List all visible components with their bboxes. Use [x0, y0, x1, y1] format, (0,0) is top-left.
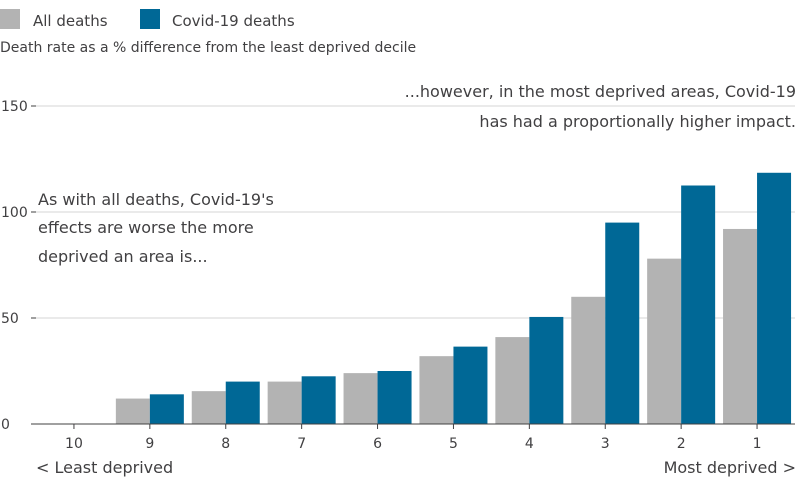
x-tick-label: 7	[297, 436, 306, 452]
legend-label-covid-deaths: Covid-19 deaths	[172, 12, 295, 30]
annotation-right-line-2: has had a proportionally higher impact.	[479, 112, 796, 131]
x-tick-label: 8	[221, 436, 230, 452]
bar-all-deaths	[267, 381, 302, 424]
bar-covid-deaths	[453, 346, 488, 424]
bar-covid-deaths	[377, 371, 412, 424]
y-tick-label: 50	[1, 311, 19, 327]
chart-subtitle: Death rate as a % difference from the le…	[0, 40, 416, 56]
annotation-right: ...however, in the most deprived areas, …	[405, 82, 796, 131]
annotation-left-line-1: As with all deaths, Covid-19's	[38, 190, 274, 209]
bar-covid-deaths	[225, 381, 260, 424]
bar-all-deaths	[419, 356, 454, 424]
x-tick-label: 4	[525, 436, 534, 452]
x-axis-ticks: 10 9 8 7 6 5 4 3 2 1	[65, 424, 762, 452]
annotation-left: As with all deaths, Covid-19's effects a…	[38, 190, 274, 266]
x-tick-label: 5	[449, 436, 458, 452]
bar-all-deaths	[647, 258, 682, 424]
bar-covid-deaths	[757, 172, 792, 424]
annotation-left-line-2: effects are worse the more	[38, 218, 254, 237]
bar-all-deaths	[115, 398, 150, 424]
annotation-right-line-1: ...however, in the most deprived areas, …	[405, 82, 796, 101]
bar-covid-deaths	[605, 222, 640, 424]
bar-covid-deaths	[149, 394, 184, 424]
x-tick-label: 6	[373, 436, 382, 452]
bar-all-deaths	[191, 391, 226, 424]
annotation-left-line-3: deprived an area is...	[38, 247, 208, 266]
bar-all-deaths	[343, 373, 378, 424]
y-tick-label: 0	[1, 417, 10, 433]
bar-covid-deaths	[681, 185, 716, 424]
x-end-label-left: < Least deprived	[36, 458, 173, 477]
y-tick-label: 150	[1, 99, 28, 115]
x-end-label-right: Most deprived >	[664, 458, 796, 477]
legend-swatch-all-deaths	[0, 9, 20, 29]
x-tick-label: 1	[753, 436, 762, 452]
legend: All deaths Covid-19 deaths	[0, 9, 295, 30]
y-tick-label: 100	[1, 205, 28, 221]
bar-covid-deaths	[301, 376, 336, 424]
x-tick-label: 10	[65, 436, 83, 452]
legend-swatch-covid-deaths	[140, 9, 160, 29]
bar-all-deaths	[495, 337, 530, 424]
x-tick-label: 3	[601, 436, 610, 452]
legend-label-all-deaths: All deaths	[33, 12, 108, 30]
x-tick-label: 2	[677, 436, 686, 452]
bar-all-deaths	[571, 296, 606, 424]
bar-all-deaths	[723, 228, 758, 424]
bar-covid-deaths	[529, 316, 564, 424]
x-tick-label: 9	[145, 436, 154, 452]
bars	[115, 172, 792, 424]
y-axis-ticks: 0 50 100 150	[1, 99, 36, 433]
